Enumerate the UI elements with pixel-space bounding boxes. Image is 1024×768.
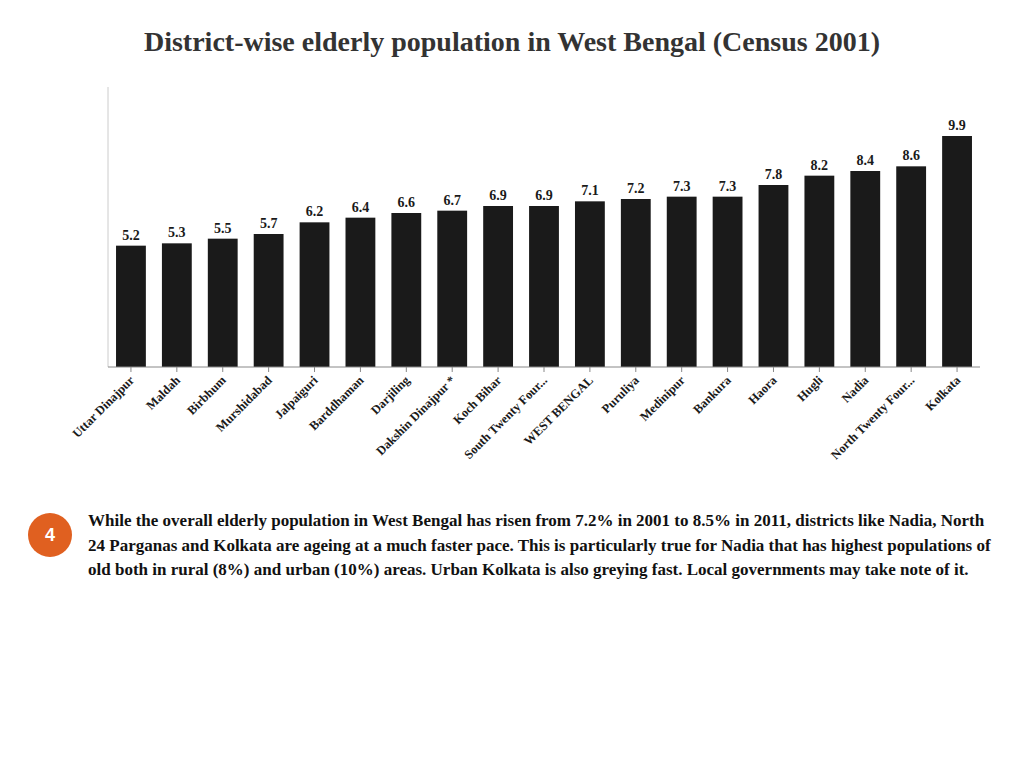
- data-label: 7.1: [581, 183, 599, 198]
- data-label: 8.2: [811, 158, 829, 173]
- x-tick-label: Nadia: [839, 373, 872, 406]
- bar: [804, 176, 834, 367]
- x-tick: [498, 367, 499, 372]
- bar: [162, 243, 192, 367]
- x-tick-label: South Twenty Four...: [462, 373, 551, 462]
- data-label: 5.5: [214, 221, 232, 236]
- x-tick: [544, 367, 545, 372]
- bar: [208, 239, 238, 367]
- x-tick: [360, 367, 361, 372]
- data-label: 6.2: [306, 204, 324, 219]
- data-label: 5.3: [168, 225, 186, 240]
- x-tick-label: Dakshin Dinajpur *: [373, 373, 458, 458]
- x-tick-label: North Twenty Four...: [828, 373, 917, 462]
- chart: Uttar DinajpurMaldahBirbhumMurshidabadJa…: [28, 63, 996, 503]
- x-tick-label: Uttar Dinajpur: [70, 373, 138, 441]
- bar: [713, 197, 743, 367]
- x-tick-label: Barddhaman: [307, 373, 367, 433]
- bars: [116, 136, 972, 367]
- x-tick: [452, 367, 453, 372]
- x-tick-label: Jalpaiguri: [272, 373, 321, 422]
- y-range-line: [108, 87, 109, 367]
- x-tick: [773, 367, 774, 372]
- x-tick: [268, 367, 269, 372]
- bar: [346, 218, 376, 367]
- data-label: 6.6: [398, 195, 416, 210]
- bar: [116, 246, 146, 367]
- x-tick-label: Haora: [746, 373, 780, 407]
- bar: [942, 136, 972, 367]
- x-tick-label: Maldah: [144, 373, 183, 412]
- x-tick: [819, 367, 820, 372]
- x-tick: [406, 367, 407, 372]
- x-tick-label: Birbhum: [185, 373, 230, 418]
- bar: [850, 171, 880, 367]
- x-tick: [222, 367, 223, 372]
- data-label: 7.3: [673, 179, 691, 194]
- data-label: 6.9: [489, 188, 507, 203]
- x-tick: [681, 367, 682, 372]
- x-tick-label: Murshidabad: [213, 373, 275, 435]
- data-label: 5.2: [122, 228, 139, 243]
- x-tick-label: Medinipur: [637, 373, 688, 424]
- data-label: 6.9: [535, 188, 553, 203]
- bar: [391, 213, 421, 367]
- bar: [437, 211, 467, 367]
- page-number: 4: [28, 513, 72, 557]
- x-tick: [911, 367, 912, 372]
- page: District-wise elderly population in West…: [0, 0, 1024, 768]
- x-tick-label: Darjiling: [368, 373, 413, 418]
- data-label: 5.7: [260, 216, 278, 231]
- bar: [667, 197, 697, 367]
- x-tick: [727, 367, 728, 372]
- x-tick: [130, 367, 131, 372]
- bar: [621, 199, 651, 367]
- data-label: 8.4: [857, 153, 875, 168]
- data-label: 6.7: [443, 193, 461, 208]
- x-tick-label: Hugli: [794, 373, 825, 404]
- bar: [483, 206, 513, 367]
- x-tick: [957, 367, 958, 372]
- x-tick: [635, 367, 636, 372]
- data-label: 8.6: [902, 148, 920, 163]
- bar: [759, 185, 789, 367]
- bar: [575, 201, 605, 367]
- title: District-wise elderly population in West…: [68, 24, 956, 59]
- data-label: 7.3: [719, 179, 737, 194]
- x-tick-label: WEST BENGAL: [521, 373, 596, 448]
- bar: [896, 166, 926, 367]
- bar: [300, 222, 330, 367]
- annotation: While the overall elderly population in …: [88, 509, 996, 583]
- bar: [254, 234, 284, 367]
- bar: [529, 206, 559, 367]
- x-tick: [589, 367, 590, 372]
- x-tick-label: Bankura: [690, 373, 734, 417]
- x-tick: [865, 367, 866, 372]
- data-label: 7.2: [627, 181, 645, 196]
- x-tick-label: Puruliya: [599, 373, 642, 416]
- x-tick-label: Kolkata: [923, 373, 964, 414]
- x-tick: [314, 367, 315, 372]
- x-tick: [176, 367, 177, 372]
- data-label: 6.4: [352, 200, 370, 215]
- data-label: 7.8: [765, 167, 783, 182]
- data-label: 9.9: [948, 118, 966, 133]
- notes: 4 While the overall elderly population i…: [28, 509, 996, 583]
